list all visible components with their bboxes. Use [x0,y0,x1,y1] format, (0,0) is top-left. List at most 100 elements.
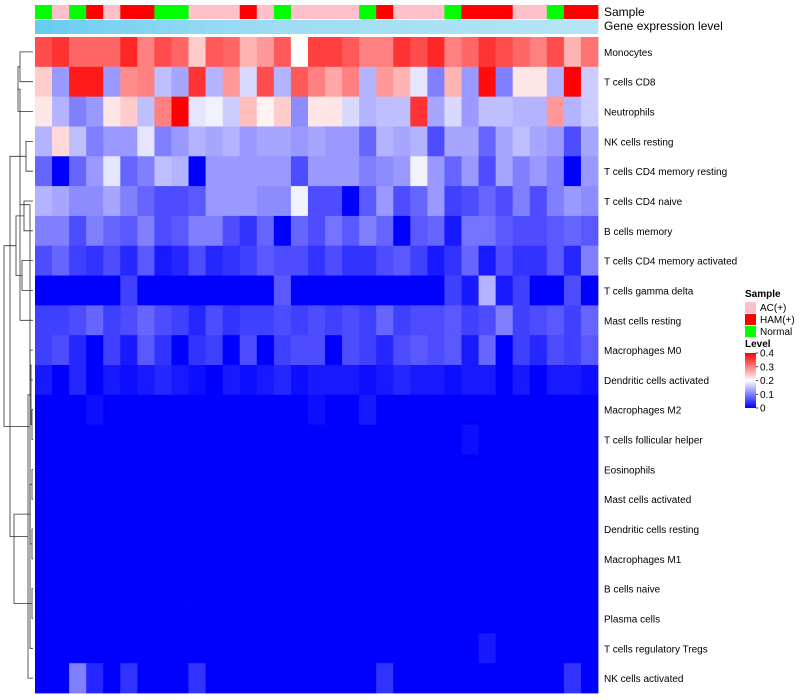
heatmap-cell [69,663,87,694]
heatmap-cell [273,514,292,545]
heatmap-cell [222,275,241,306]
heatmap-cell [563,215,582,247]
heatmap-cell [444,96,462,127]
expression-cell [495,20,514,34]
heatmap-cell [444,573,462,604]
heatmap-cell [427,454,445,485]
heatmap-cell [461,126,479,157]
heatmap-cell [222,663,241,694]
heatmap-cell [478,126,497,157]
heatmap-cell [393,126,411,157]
heatmap-cell [171,454,189,485]
sample-legend-label: Normal [760,327,792,338]
heatmap-cell [273,543,292,575]
heatmap-cell [529,394,548,426]
heatmap-cell [188,573,207,604]
heatmap-cell [495,186,514,217]
expression-cell [580,20,599,34]
row-label: Mast cells resting [604,316,681,327]
heatmap-cell [478,603,497,634]
heatmap-cell [461,275,479,306]
heatmap-cell [325,66,343,98]
heatmap-cell [120,186,138,217]
heatmap-cell [495,573,514,604]
heatmap-cell [359,156,377,187]
heatmap-cell [154,633,172,664]
heatmap-cell [325,96,343,127]
heatmap-cell [222,543,241,575]
heatmap-cell [325,454,343,485]
heatmap-cell [410,215,428,247]
heatmap-cell [154,96,172,127]
heatmap-cell [529,365,548,396]
heatmap-cell [69,603,87,634]
expression-cell [154,20,172,34]
heatmap-cell [512,454,531,485]
heatmap-cell [546,663,565,694]
heatmap-cell [376,215,394,247]
sample-cell [580,5,599,19]
heatmap-cell [512,245,531,276]
heatmap-cell [35,663,53,694]
heatmap-cell [256,37,275,68]
heatmap-cell [120,603,138,634]
heatmap-cell [376,484,394,515]
heatmap-cell [290,514,309,545]
heatmap-cell [290,573,309,604]
heatmap-cell [512,573,531,604]
legend: Sample AC(+)HAM(+)Normal Level 0.4 0.3 0.2… [745,289,795,415]
heatmap-cell [120,215,138,247]
heatmap-cell [154,543,172,575]
heatmap-cell [120,335,138,366]
heatmap-cell [188,484,207,515]
heatmap-cell [546,37,565,68]
heatmap-cell [563,663,582,694]
expression-cell [256,20,275,34]
heatmap-cell [239,365,258,396]
expression-cell [546,20,565,34]
heatmap-cell [478,633,497,664]
heatmap-cell [478,365,497,396]
heatmap-cell [171,66,189,98]
heatmap-cell [359,215,377,247]
heatmap-cell [103,335,121,366]
heatmap-cell [69,37,87,68]
sample-cell [222,5,241,19]
heatmap-cell [86,543,104,575]
heatmap-cell [478,484,497,515]
heatmap-cell [512,275,531,306]
heatmap-cell [205,633,224,664]
heatmap-cell [342,245,360,276]
heatmap-cell [86,514,104,545]
heatmap-cell [529,66,548,98]
heatmap-cell [563,543,582,575]
heatmap-cell [410,514,428,545]
heatmap-cell [154,365,172,396]
heatmap-cell [290,424,309,455]
heatmap-cell [444,126,462,157]
heatmap-cell [103,215,121,247]
heatmap-cell [52,96,70,127]
heatmap-cell [444,633,462,664]
heatmap-cell [103,424,121,455]
heatmap-cell [103,275,121,306]
heatmap-cell [410,603,428,634]
heatmap-cell [478,245,497,276]
heatmap-cell [512,156,531,187]
heatmap-cell [529,633,548,664]
heatmap-cell [137,335,155,366]
heatmap-cell [427,126,445,157]
heatmap-cell [69,335,87,366]
heatmap-cell [120,66,138,98]
heatmap-cell [359,603,377,634]
heatmap-cell [273,126,292,157]
heatmap-cell [495,365,514,396]
row-label: Dendritic cells activated [604,376,709,387]
heatmap-cell [154,484,172,515]
heatmap-cell [495,633,514,664]
heatmap-cell [188,603,207,634]
heatmap-cell [86,66,104,98]
sample-cell [478,5,497,19]
heatmap-cell [580,484,599,515]
heatmap-cell [512,186,531,217]
